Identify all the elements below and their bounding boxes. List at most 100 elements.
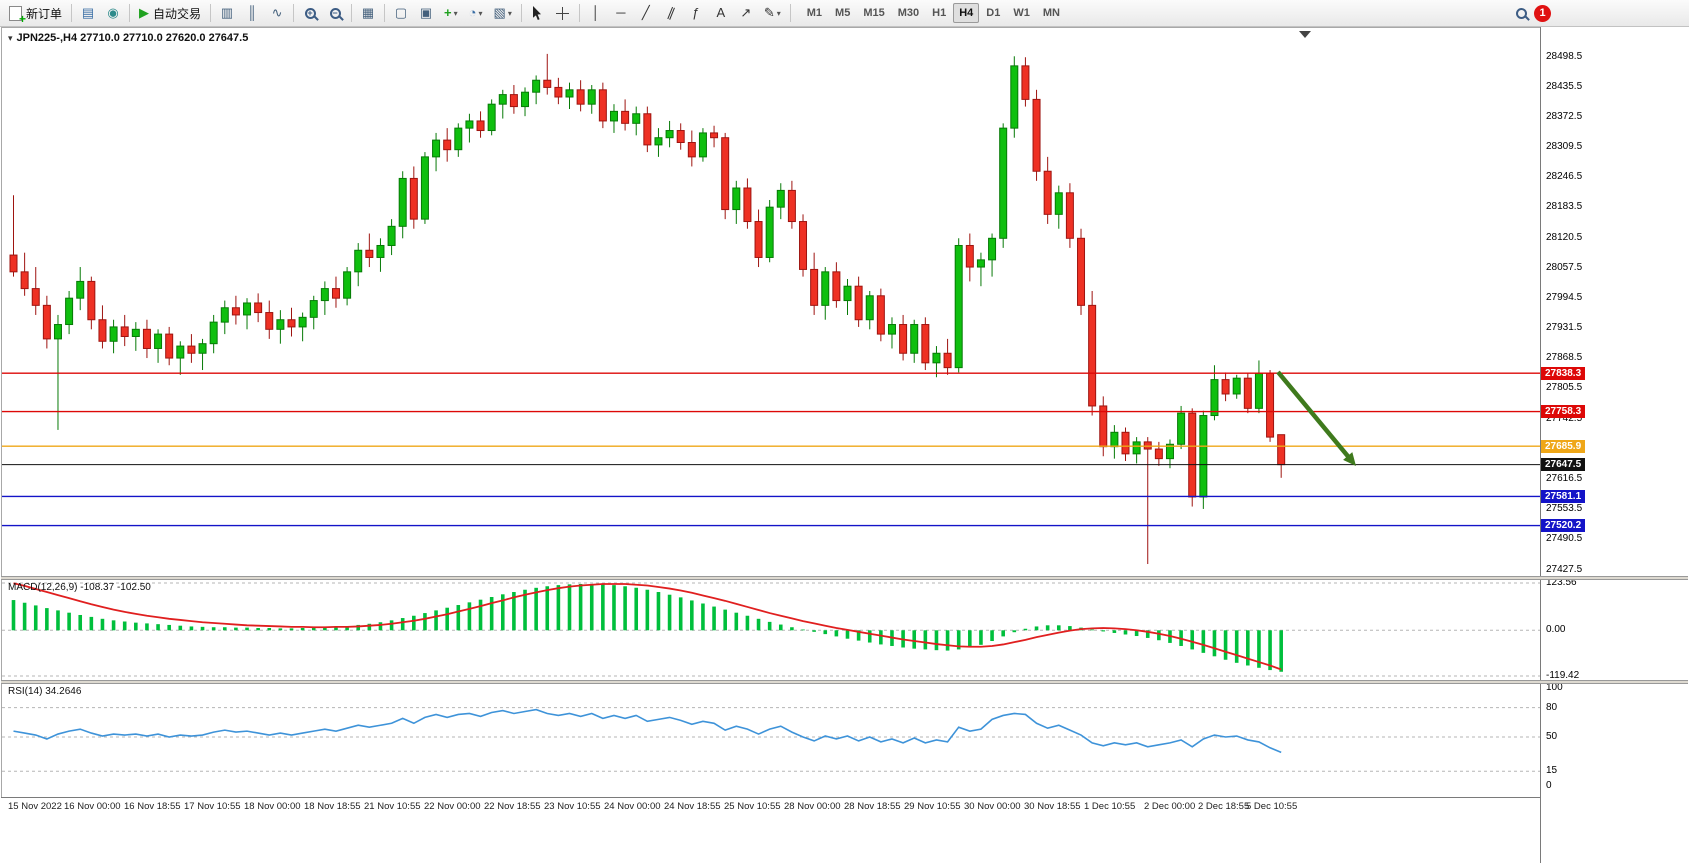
tile-windows-button[interactable]: ▦ (356, 2, 380, 24)
price-axis-label: 27931.5 (1546, 322, 1583, 334)
price-axis-label: 28498.5 (1546, 50, 1583, 62)
market-watch-button[interactable]: ◉ (101, 2, 125, 24)
candlestick-icon: ║ (247, 5, 257, 20)
rsi-label: RSI(14) 34.2646 (8, 686, 82, 697)
collapse-triangle-icon[interactable]: ▾ (8, 32, 13, 43)
timeframe-m1[interactable]: M1 (801, 3, 828, 23)
price-axis-label: 28372.5 (1546, 110, 1583, 122)
trendline-tool-button[interactable]: ╱ (634, 2, 658, 24)
rsi-line (13, 708, 1282, 754)
notification-badge[interactable]: 1 (1534, 4, 1551, 22)
objects-window-icon: ▣ (419, 5, 433, 20)
panel-splitter[interactable] (1, 680, 1688, 684)
timeframe-h4[interactable]: H4 (953, 3, 980, 23)
panel-splitter[interactable] (1, 576, 1688, 580)
price-tag[interactable]: 27647.5 (1541, 458, 1586, 472)
toolbar-separator (351, 4, 353, 22)
horizontal-line-tool-button[interactable]: ─ (609, 2, 633, 24)
channel-icon: ∥ (665, 4, 677, 21)
vertical-line-tool-button[interactable]: │ (584, 2, 608, 24)
market-watch-icon: ◉ (107, 5, 119, 20)
price-axis-label: 27427.5 (1546, 563, 1583, 575)
timeframe-d1[interactable]: D1 (980, 3, 1006, 23)
add-indicator-button[interactable]: + ▾ (439, 2, 463, 24)
price-axis-label: 27742.5 (1546, 412, 1583, 424)
channel-tool-button[interactable]: ∥ (659, 2, 683, 24)
cursor-tool-button[interactable] (526, 2, 550, 24)
time-axis-label: 29 Nov 10:55 (904, 801, 961, 812)
text-tool-button[interactable]: A (709, 2, 733, 24)
timeframe-w1[interactable]: W1 (1007, 3, 1036, 23)
time-axis-label: 16 Nov 18:55 (124, 801, 181, 812)
bar-chart-button[interactable]: ▥ (215, 2, 239, 24)
price-tag[interactable]: 27758.3 (1541, 405, 1586, 419)
price-axis-label: 27868.5 (1546, 352, 1583, 364)
price-tag[interactable]: 27581.1 (1541, 489, 1586, 503)
charts-window-button[interactable]: ▤ (76, 2, 100, 24)
time-axis-label: 28 Nov 18:55 (844, 801, 901, 812)
objects-window-button[interactable]: ▣ (414, 2, 438, 24)
price-tag[interactable]: 27520.2 (1541, 519, 1586, 533)
timeframe-m30[interactable]: M30 (892, 3, 925, 23)
line-chart-button[interactable]: ∿ (265, 2, 289, 24)
timeframe-h1[interactable]: H1 (926, 3, 952, 23)
price-axis-label: 28309.5 (1546, 141, 1583, 153)
time-axis[interactable]: 15 Nov 2022 16 Nov 00:00 16 Nov 18:55 17 No… (1, 797, 1540, 862)
price-axis-label: 27490.5 (1546, 533, 1583, 545)
timeframe-m15[interactable]: M15 (857, 3, 890, 23)
timeframe-m5[interactable]: M5 (829, 3, 856, 23)
price-axis-label: 28246.5 (1546, 171, 1583, 183)
rsi-axis-label: 50 (1546, 731, 1558, 742)
time-axis-label: 18 Nov 18:55 (304, 801, 361, 812)
toolbar-separator (578, 4, 580, 22)
time-axis-label: 24 Nov 18:55 (664, 801, 721, 812)
price-tag[interactable]: 27685.9 (1541, 439, 1586, 453)
macd-label: MACD(12,26,9) -108.37 -102.50 (8, 582, 151, 593)
time-axis-label: 15 Nov 2022 (8, 801, 62, 812)
time-axis-label: 1 Dec 10:55 (1084, 801, 1136, 812)
macd-axis-label: 123.56 (1546, 577, 1577, 588)
trendline-icon: ╱ (641, 5, 650, 20)
candlestick-button[interactable]: ║ (240, 2, 264, 24)
zoom-out-button[interactable]: − (323, 2, 347, 24)
time-axis-label: 28 Nov 00:00 (784, 801, 841, 812)
chevron-down-icon: ▾ (478, 8, 483, 18)
crosshair-tool-button[interactable] (551, 2, 575, 24)
rsi-axis-label: 0 (1546, 780, 1552, 791)
zoom-in-button[interactable]: + (298, 2, 322, 24)
indicators-window-button[interactable]: ▢ (389, 2, 413, 24)
trend-arrow-head (1343, 452, 1356, 466)
price-axis-label: 28057.5 (1546, 261, 1583, 273)
cursor-icon (533, 5, 542, 20)
arrows-tool-button[interactable]: ↗ (734, 2, 758, 24)
timeframe-mn[interactable]: MN (1037, 3, 1066, 23)
price-axis[interactable]: 28498.5 28435.5 28372.5 28309.5 28246.5 28183… (1540, 27, 1689, 863)
toolbar-separator (384, 4, 386, 22)
time-axis-label: 25 Nov 10:55 (724, 801, 781, 812)
toolbar-separator (210, 4, 212, 22)
search-button[interactable] (1509, 2, 1533, 24)
fibonacci-tool-button[interactable]: ƒ (684, 2, 708, 24)
time-axis-label: 22 Nov 00:00 (424, 801, 481, 812)
rsi-axis-label: 15 (1546, 765, 1558, 777)
toolbar-separator (789, 4, 791, 22)
chevron-down-icon: ▾ (453, 8, 458, 18)
drawing-tools-button[interactable]: ✎ ▾ (759, 2, 786, 24)
toolbar-separator (129, 4, 131, 22)
toolbar: + 新订单 ▤ ◉ ▶ 自动交易 ▥ ║ ∿ + − ▦ ▢ ▣ + ▾ ◔ ▾… (0, 0, 1689, 27)
period-button[interactable]: ◔ ▾ (464, 2, 488, 24)
auto-trading-button[interactable]: ▶ 自动交易 (134, 2, 206, 24)
time-axis-label: 2 Dec 18:55 (1198, 801, 1250, 812)
time-axis-label: 22 Nov 18:55 (484, 801, 541, 812)
time-axis-label: 30 Nov 18:55 (1024, 801, 1081, 812)
new-order-button[interactable]: + 新订单 (4, 2, 67, 26)
chart-window (1, 27, 1688, 862)
template-button[interactable]: ▧ ▾ (489, 2, 517, 24)
price-axis-label: 28183.5 (1546, 201, 1583, 213)
chevron-down-icon: ▾ (507, 8, 512, 18)
time-axis-label: 30 Nov 00:00 (964, 801, 1021, 812)
price-axis-label: 27553.5 (1546, 503, 1583, 515)
price-tag[interactable]: 27838.3 (1541, 366, 1586, 380)
